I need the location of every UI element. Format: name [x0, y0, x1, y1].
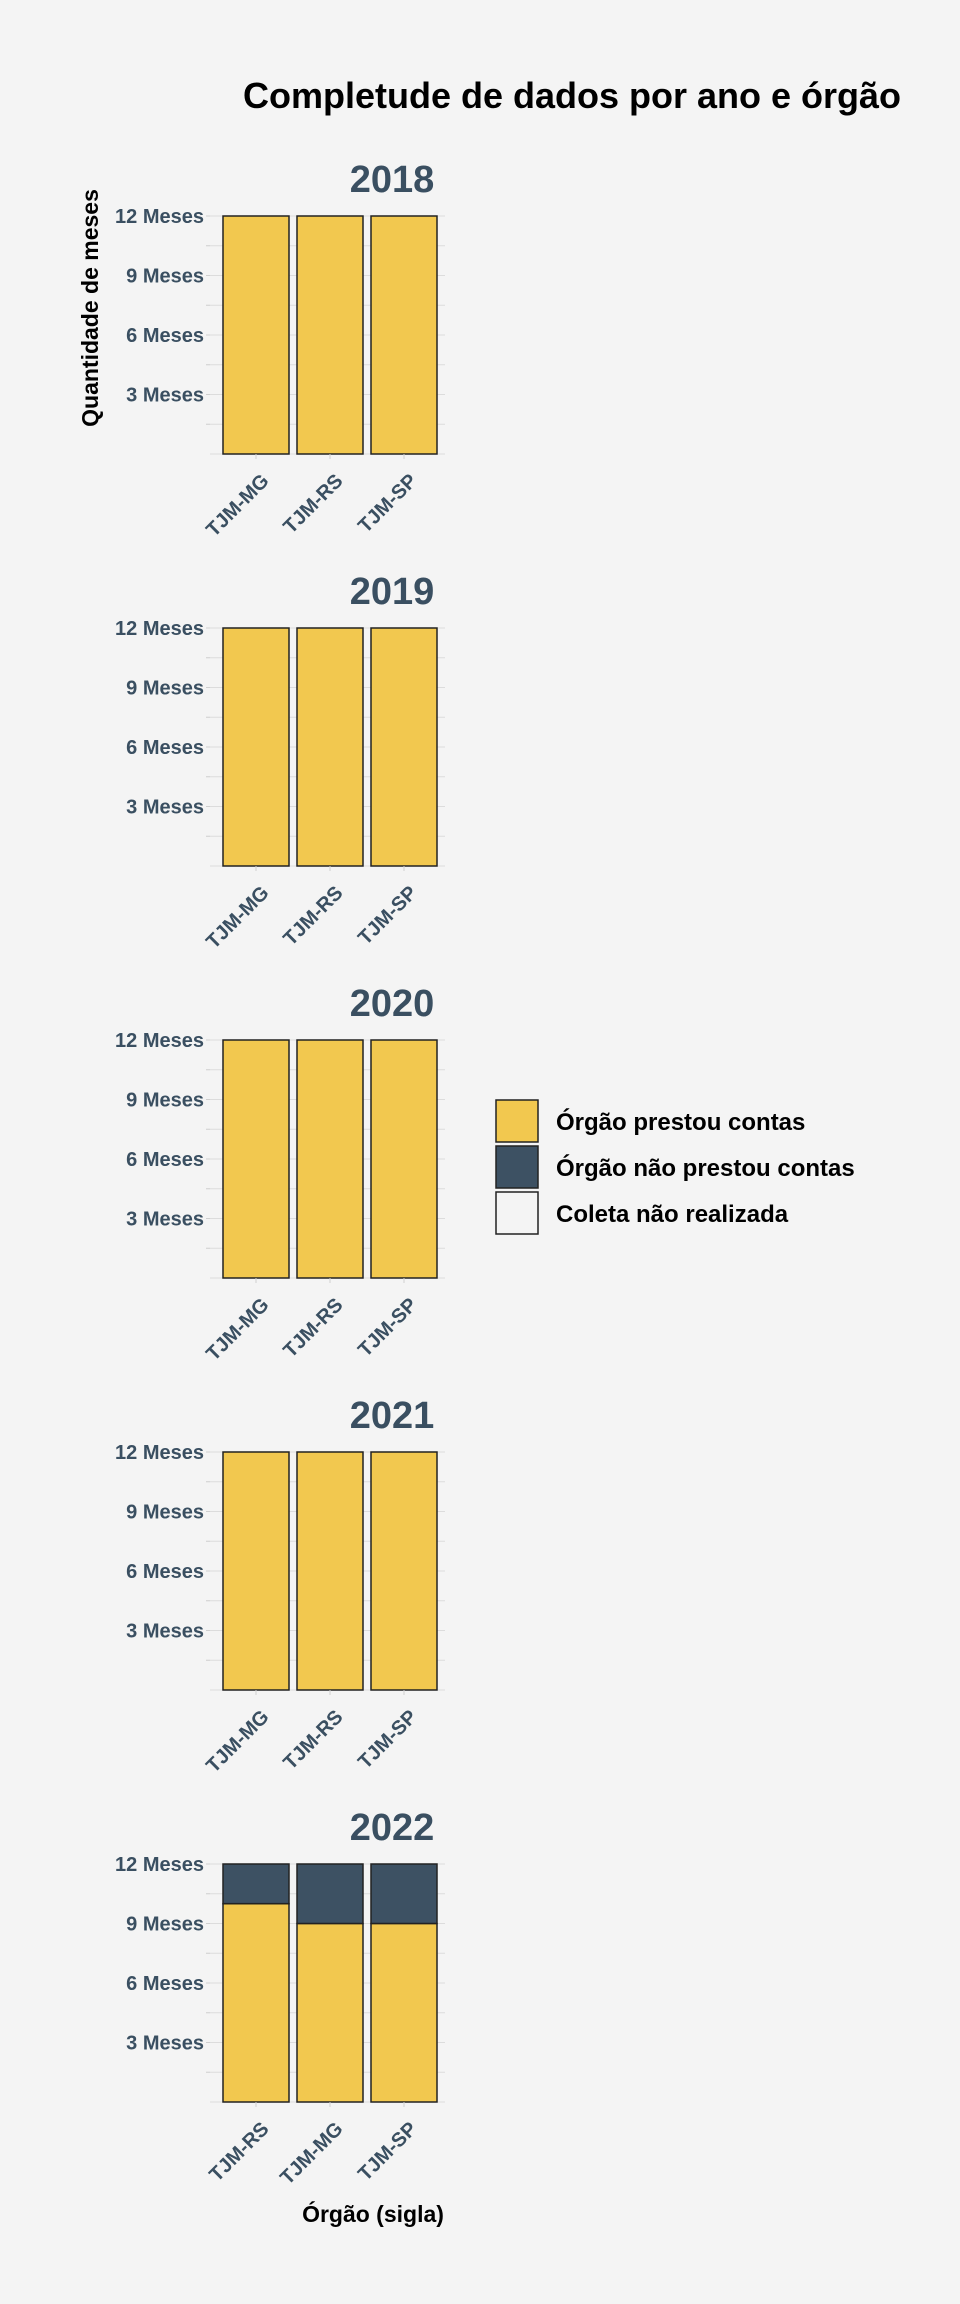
facet-title: 2018 — [350, 159, 435, 201]
y-tick-label: 12 Meses — [115, 618, 204, 640]
legend-label: Coleta não realizada — [556, 1201, 789, 1228]
x-tick-label: TJM-MG — [202, 1294, 273, 1365]
x-tick-label: TJM-RS — [279, 1706, 347, 1774]
bar-nao-prestou-tjm-sp — [370, 1863, 438, 1925]
bar-prestou-tjm-mg — [222, 1451, 290, 1691]
y-tick-label: 6 Meses — [126, 1973, 204, 1995]
y-tick-label: 12 Meses — [115, 1030, 204, 1052]
x-tick-label: TJM-SP — [354, 1706, 421, 1773]
y-tick-label: 3 Meses — [126, 385, 204, 407]
bar-nao-prestou-tjm-mg — [296, 1863, 364, 1925]
y-tick-label: 12 Meses — [115, 1854, 204, 1876]
y-tick-label: 6 Meses — [126, 737, 204, 759]
y-tick-label: 9 Meses — [126, 1090, 204, 1112]
bar-prestou-tjm-mg — [222, 215, 290, 455]
x-tick-label: TJM-RS — [205, 2118, 273, 2186]
y-tick-label: 3 Meses — [126, 1621, 204, 1643]
y-tick-label: 6 Meses — [126, 325, 204, 347]
bar-prestou-tjm-rs — [222, 1902, 290, 2103]
y-tick-label: 12 Meses — [115, 206, 204, 228]
y-tick-label: 9 Meses — [126, 266, 204, 288]
bar-prestou-tjm-sp — [370, 1451, 438, 1691]
y-tick-label: 12 Meses — [115, 1442, 204, 1464]
facet-title: 2021 — [350, 1395, 435, 1437]
y-tick-label: 6 Meses — [126, 1149, 204, 1171]
x-tick-label: TJM-MG — [202, 1706, 273, 1777]
x-tick-label: TJM-SP — [354, 2118, 421, 2185]
y-tick-label: 9 Meses — [126, 678, 204, 700]
bar-prestou-tjm-sp — [370, 215, 438, 455]
legend-label: Órgão não prestou contas — [556, 1154, 855, 1182]
y-tick-label: 3 Meses — [126, 1209, 204, 1231]
facet-title: 2020 — [350, 983, 435, 1025]
y-tick-label: 3 Meses — [126, 2033, 204, 2055]
bar-nao-prestou-tjm-rs — [222, 1863, 290, 1905]
x-tick-label: TJM-SP — [354, 882, 421, 949]
x-tick-label: TJM-MG — [202, 882, 273, 953]
x-axis-label: Órgão (sigla) — [302, 2200, 444, 2227]
bar-prestou-tjm-sp — [370, 1039, 438, 1279]
legend-swatch — [495, 1099, 539, 1143]
y-tick-label: 9 Meses — [126, 1914, 204, 1936]
bar-prestou-tjm-mg — [222, 1039, 290, 1279]
bar-prestou-tjm-rs — [296, 1039, 364, 1279]
legend-label: Órgão prestou contas — [556, 1108, 805, 1136]
bar-prestou-tjm-rs — [296, 1451, 364, 1691]
facet-title: 2019 — [350, 571, 435, 613]
chart-title: Completude de dados por ano e órgão — [243, 75, 901, 116]
legend: Órgão prestou contas Órgão não prestou co… — [495, 1099, 855, 1235]
x-tick-label: TJM-RS — [279, 470, 347, 538]
facet-title: 2022 — [350, 1807, 435, 1849]
legend-swatch — [495, 1191, 539, 1235]
x-tick-label: TJM-MG — [202, 470, 273, 541]
x-tick-label: TJM-SP — [354, 1294, 421, 1361]
bar-prestou-tjm-sp — [370, 627, 438, 867]
y-tick-label: 9 Meses — [126, 1502, 204, 1524]
bar-prestou-tjm-rs — [296, 215, 364, 455]
y-tick-label: 6 Meses — [126, 1561, 204, 1583]
bar-prestou-tjm-sp — [370, 1922, 438, 2103]
bar-prestou-tjm-mg — [296, 1922, 364, 2103]
x-tick-label: TJM-RS — [279, 882, 347, 950]
x-tick-label: TJM-MG — [276, 2118, 347, 2189]
legend-swatch — [495, 1145, 539, 1189]
y-axis-label: Quantidade de meses — [77, 189, 103, 427]
y-tick-label: 3 Meses — [126, 797, 204, 819]
bar-prestou-tjm-rs — [296, 627, 364, 867]
x-tick-label: TJM-RS — [279, 1294, 347, 1362]
x-tick-label: TJM-SP — [354, 470, 421, 537]
bar-prestou-tjm-mg — [222, 627, 290, 867]
